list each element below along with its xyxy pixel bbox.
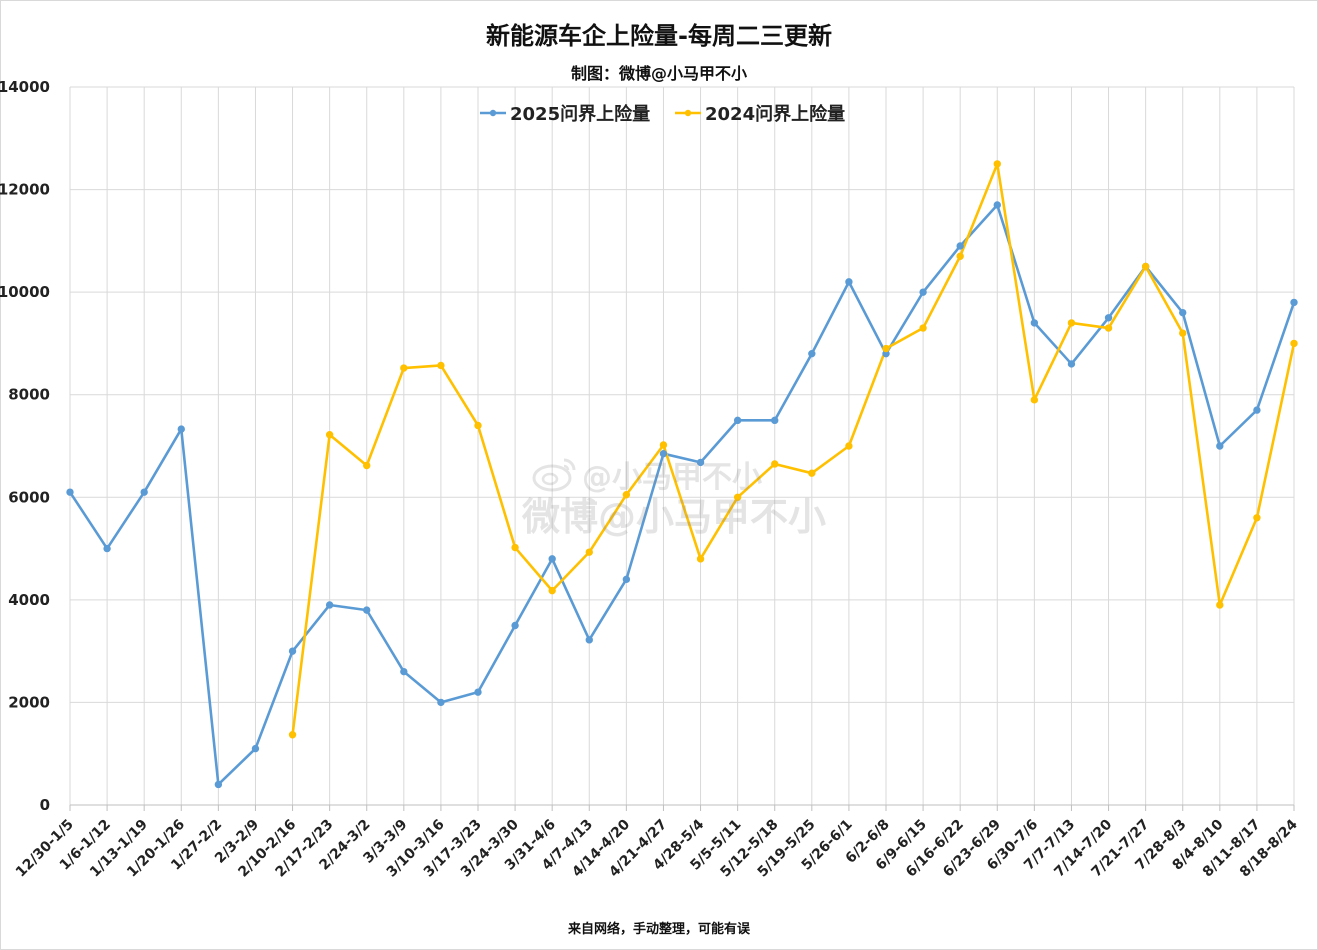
data-point bbox=[103, 544, 111, 553]
data-point bbox=[771, 460, 779, 468]
legend-swatch-marker bbox=[684, 109, 692, 117]
data-point bbox=[177, 425, 185, 433]
legend-swatch-marker bbox=[489, 109, 497, 117]
data-point bbox=[511, 543, 519, 552]
y-tick-label: 4000 bbox=[8, 591, 50, 609]
chart-title: 新能源车企上险量-每周二三更新 bbox=[486, 22, 832, 50]
x-axis-ticks: 12/30-1/51/6-1/121/13-1/191/20-1/261/27-… bbox=[13, 816, 1301, 880]
data-point bbox=[696, 555, 705, 563]
data-point bbox=[845, 278, 853, 286]
data-point bbox=[956, 252, 964, 260]
legend-label: 2025问界上险量 bbox=[510, 103, 650, 125]
data-point bbox=[288, 647, 297, 655]
data-point bbox=[956, 242, 964, 250]
data-point bbox=[1104, 314, 1113, 322]
data-point bbox=[66, 488, 74, 496]
data-point bbox=[400, 667, 408, 676]
data-point bbox=[251, 744, 260, 753]
data-point bbox=[400, 364, 408, 372]
data-point bbox=[622, 491, 631, 499]
data-point bbox=[1216, 601, 1224, 609]
data-point bbox=[548, 586, 556, 595]
data-point bbox=[363, 461, 371, 470]
data-point bbox=[1141, 262, 1150, 271]
data-point bbox=[659, 441, 668, 449]
axes bbox=[69, 804, 1295, 811]
data-point bbox=[1067, 319, 1076, 327]
data-point bbox=[437, 698, 445, 707]
series-line-1 bbox=[291, 162, 1296, 737]
data-point bbox=[511, 621, 519, 630]
chart-footer: 来自网络，手动整理，可能有误 bbox=[567, 922, 750, 937]
data-point bbox=[659, 449, 668, 458]
data-point bbox=[325, 601, 334, 609]
data-point bbox=[140, 488, 148, 496]
grid-lines bbox=[69, 86, 1295, 806]
y-tick-label: 10000 bbox=[0, 283, 50, 301]
chart-subtitle: 制图：微博@小马甲不小 bbox=[570, 64, 747, 83]
data-point bbox=[808, 349, 816, 358]
y-tick-label: 0 bbox=[40, 796, 50, 814]
data-point bbox=[919, 288, 927, 296]
data-point bbox=[1290, 339, 1298, 348]
y-tick-label: 8000 bbox=[8, 386, 50, 404]
y-tick-label: 14000 bbox=[0, 78, 50, 96]
series-line-0 bbox=[68, 203, 1296, 786]
data-point bbox=[771, 416, 779, 425]
data-point bbox=[474, 688, 482, 696]
data-point bbox=[325, 431, 334, 439]
data-point bbox=[1253, 514, 1261, 522]
data-point bbox=[1253, 406, 1261, 414]
data-point bbox=[733, 493, 742, 501]
data-point bbox=[882, 344, 890, 353]
data-point bbox=[585, 636, 593, 644]
data-point bbox=[214, 780, 223, 789]
data-point bbox=[993, 160, 1001, 168]
data-point bbox=[1179, 329, 1187, 337]
y-tick-label: 6000 bbox=[8, 488, 50, 506]
data-point bbox=[1030, 396, 1039, 404]
data-point bbox=[1290, 298, 1298, 307]
data-point bbox=[696, 458, 705, 467]
data-point bbox=[733, 416, 742, 425]
data-point bbox=[288, 731, 297, 739]
data-point bbox=[919, 324, 927, 332]
data-point bbox=[548, 555, 556, 563]
data-point bbox=[1067, 360, 1076, 368]
y-axis-ticks: 0 2000 4000 6000 8000 10000 12000 14000 bbox=[0, 78, 50, 814]
y-tick-label: 12000 bbox=[0, 181, 50, 199]
series-lines bbox=[66, 160, 1298, 789]
data-point bbox=[808, 469, 816, 477]
y-tick-label: 2000 bbox=[8, 693, 50, 711]
data-point bbox=[585, 548, 593, 556]
data-point bbox=[622, 575, 631, 584]
data-point bbox=[363, 606, 371, 614]
data-point bbox=[1216, 442, 1224, 450]
legend-label: 2024问界上险量 bbox=[705, 103, 845, 125]
data-point bbox=[845, 442, 853, 450]
data-point bbox=[1104, 324, 1113, 332]
data-point bbox=[1179, 308, 1187, 317]
data-point bbox=[437, 361, 445, 370]
data-point bbox=[993, 201, 1001, 209]
data-point bbox=[474, 421, 482, 430]
data-point bbox=[1030, 319, 1039, 327]
legend: 2025问界上险量 2024问界上险量 bbox=[480, 103, 845, 125]
